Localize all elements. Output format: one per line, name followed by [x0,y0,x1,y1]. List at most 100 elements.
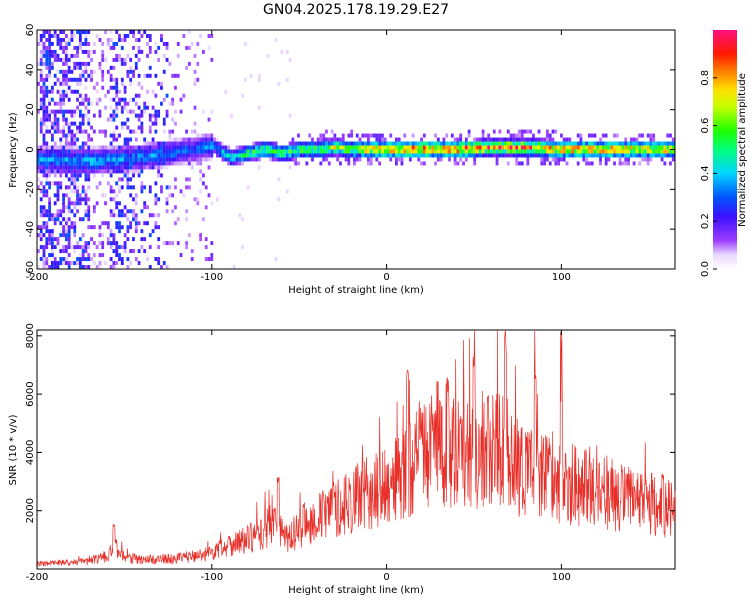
spectrogram-cell [78,61,82,66]
spectrogram-cell [274,149,278,154]
spectrogram-cell [202,181,205,186]
spectrogram-cell [76,185,79,190]
spectrogram-cell [129,157,133,162]
spectrogram-cell [263,141,267,146]
spectrogram-cell [95,81,99,86]
spectrogram-cell [543,141,546,146]
spectrogram-cell [646,145,650,150]
spectrogram-cell [42,49,46,54]
spectrogram-cell [87,161,91,166]
spectrogram-cell [140,149,144,154]
spectrogram-cell [367,153,370,158]
spectrogram-cell [45,213,49,218]
spectrogram-cell [87,73,91,78]
spectrogram-cell [39,165,43,170]
spectrogram-cell [37,61,40,66]
spectrogram-cell [39,245,43,250]
spectrogram-cell [67,177,71,182]
spectrogram-cell [123,97,127,102]
spectrogram-cell [406,141,409,146]
spectrogram-cell [361,133,365,138]
spectrogram-cell [137,81,141,86]
spectrogram-cell [39,205,43,210]
spectrogram-cell [613,145,616,150]
spectrogram-cell [165,145,169,150]
spectrogram-cell [70,225,74,230]
spectrogram-cell [42,61,46,66]
spectrogram-cell [146,33,149,38]
spectrogram-cell [325,129,328,134]
spectrogram-cell [294,157,298,162]
spectrogram-cell [39,129,43,134]
spectrogram-cell [64,225,68,230]
spectrogram-cell [95,153,99,158]
spectrogram-cell [367,149,370,154]
spectrogram-cell [104,93,107,98]
spectrogram-cell [445,153,449,158]
spectrogram-cell [98,241,102,246]
spectrogram-cell [274,37,278,42]
spectrogram-cell [64,217,68,222]
spectrogram-cell [53,261,57,266]
spectrogram-cell [277,157,281,162]
spectrogram-cell [587,161,591,166]
spectrogram-cell [277,153,281,158]
spectrogram-cell [84,41,88,46]
spectrogram-cell [229,153,233,158]
spectrogram-cell [629,137,633,142]
spectrogram-cell [227,153,230,158]
spectrogram-cell [417,149,421,154]
spectrogram-cell [67,185,71,190]
spectrogram-cell [48,233,51,238]
spectrogram-cell [73,169,77,174]
spectrogram-cell [95,169,99,174]
spectrogram-cell [123,121,127,126]
spectrogram-cell [59,161,63,166]
spectrogram-cell [84,245,88,250]
spectrogram-cell [652,141,656,146]
spectrogram-cell [42,161,46,166]
spectrogram-cell [78,113,82,118]
spectrogram-cell [87,61,91,66]
spectrogram-cell [81,169,85,174]
spectrogram-cell [104,57,107,62]
spectrogram-cell [467,149,471,154]
spectrogram-cell [333,153,337,158]
spectrogram-cell [165,153,169,158]
spectrogram-cell [381,149,384,154]
spectrogram-cell [168,185,172,190]
spectrogram-cell [361,153,365,158]
spectrogram-cell [188,61,191,66]
spectrogram-cell [78,77,82,82]
spectrogram-cell [123,153,127,158]
spectrogram-cell [81,117,85,122]
spectrogram-cell [84,149,88,154]
spectrogram-cell [45,177,49,182]
spectrogram-cell [400,157,404,162]
spectrogram-cell [39,237,43,242]
spectrogram-cell [126,169,130,174]
spectrogram-cell [148,153,152,158]
spectrogram-cell [98,109,102,114]
spectrogram-cell [160,265,163,269]
spectrogram-cell [67,253,71,258]
spectrogram-cell [154,121,158,126]
spectrogram-cell [53,117,57,122]
spectrogram-cell [649,157,653,162]
spectrogram-cell [495,141,499,146]
spectrogram-cell [42,245,46,250]
spectrogram-cell [190,153,194,158]
spectrogram-cell [120,165,124,170]
spectrogram-cell [593,145,597,150]
colorbar-tick-label: 0.4 [700,165,711,181]
spectrogram-cell [106,157,110,162]
spectrogram-cell [84,157,88,162]
spectrogram-cell [62,37,65,42]
spectrogram-cell [515,153,519,158]
spectrogram-cell [271,153,275,158]
spectrogram-cell [67,265,71,269]
spectrogram-cell [333,141,337,146]
spectrogram-cell [643,141,647,146]
spectrogram-cell [618,153,622,158]
spectrogram-cell [218,153,222,158]
